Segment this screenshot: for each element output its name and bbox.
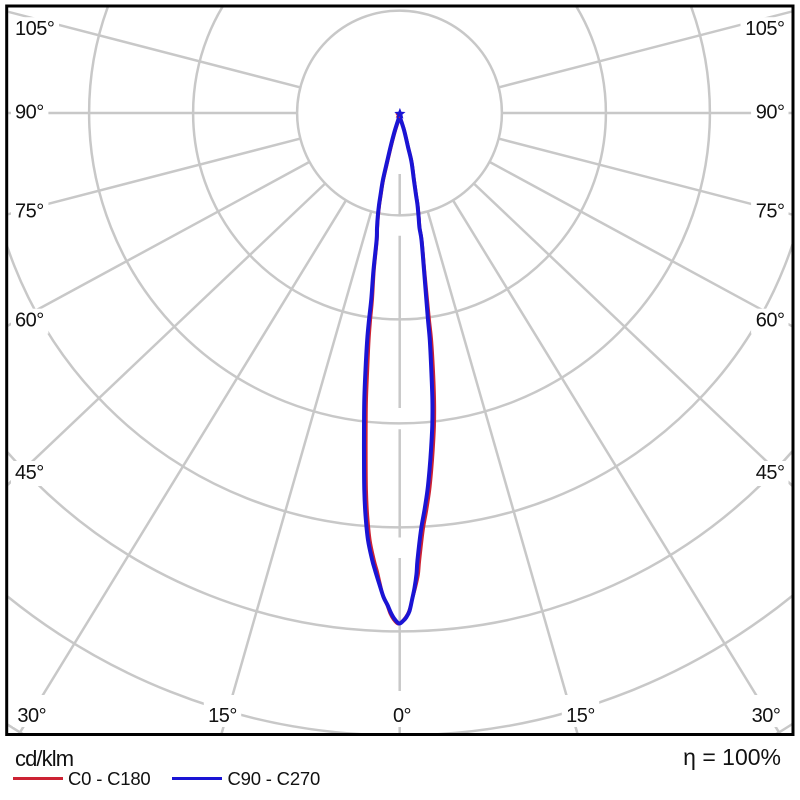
svg-text:η = 100%: η = 100% bbox=[683, 744, 781, 770]
svg-text:45°: 45° bbox=[756, 462, 785, 484]
svg-text:75°: 75° bbox=[756, 200, 785, 222]
svg-text:0°: 0° bbox=[393, 705, 411, 727]
svg-text:cd/klm: cd/klm bbox=[15, 746, 73, 771]
svg-text:105°: 105° bbox=[15, 18, 54, 40]
svg-text:90°: 90° bbox=[15, 102, 44, 124]
svg-text:30°: 30° bbox=[752, 705, 781, 727]
svg-text:60°: 60° bbox=[15, 310, 44, 332]
svg-text:105°: 105° bbox=[745, 18, 784, 40]
svg-text:30°: 30° bbox=[17, 705, 46, 727]
svg-text:60°: 60° bbox=[756, 310, 785, 332]
svg-text:45°: 45° bbox=[15, 462, 44, 484]
svg-text:90°: 90° bbox=[756, 102, 785, 124]
svg-text:75°: 75° bbox=[15, 200, 44, 222]
svg-text:C90 - C270: C90 - C270 bbox=[228, 768, 321, 789]
svg-text:15°: 15° bbox=[208, 705, 237, 727]
svg-text:C0 - C180: C0 - C180 bbox=[68, 768, 151, 789]
svg-text:15°: 15° bbox=[566, 705, 595, 727]
